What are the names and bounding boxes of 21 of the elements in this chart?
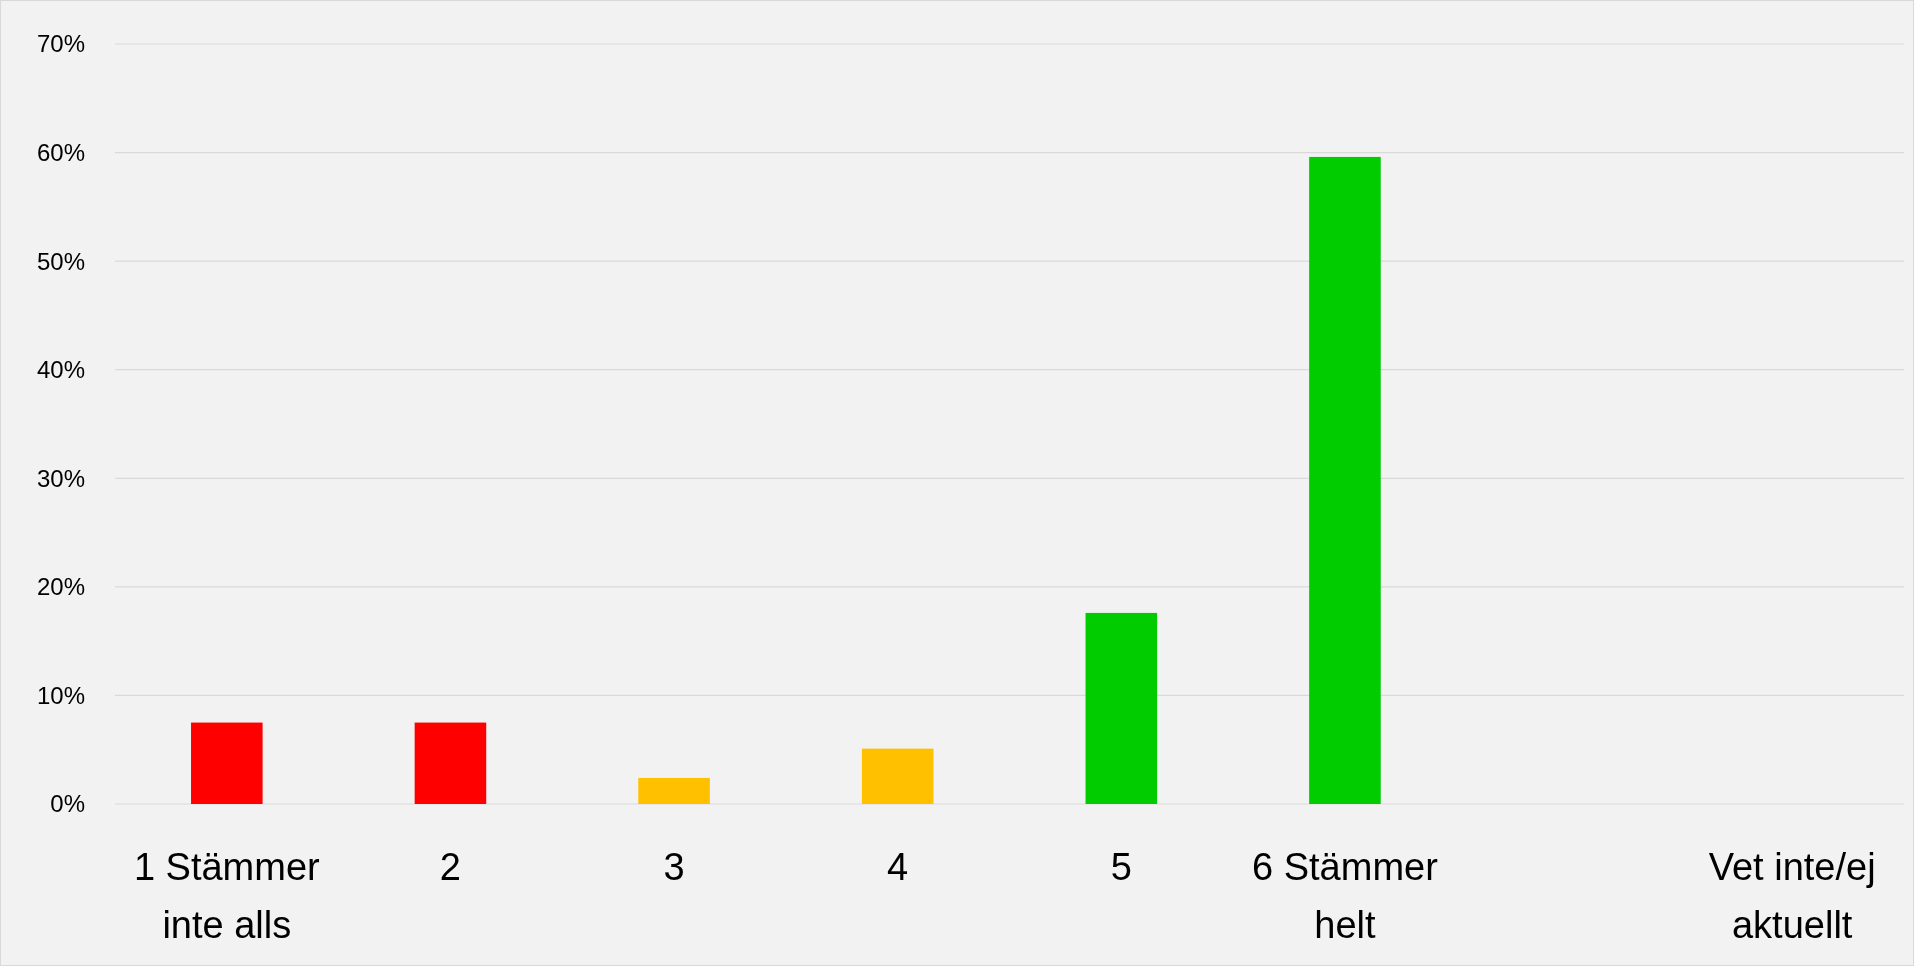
- y-tick-label: 20%: [36, 573, 85, 601]
- bar: [414, 722, 487, 804]
- x-tick-label: 6 Stämmer helt: [1252, 846, 1439, 946]
- y-tick-label: 70%: [36, 30, 85, 58]
- bar: [1085, 612, 1158, 804]
- bar: [191, 722, 263, 804]
- x-tick-label: 5: [1110, 846, 1132, 888]
- bar: [1309, 156, 1381, 804]
- y-tick-label: 50%: [36, 247, 85, 275]
- bar: [861, 748, 934, 804]
- y-tick-label: 10%: [36, 681, 85, 709]
- y-tick-label: 40%: [36, 356, 85, 384]
- y-tick-label: 60%: [36, 138, 85, 166]
- y-tick-label: 30%: [36, 464, 85, 492]
- x-tick-label: Vet inte/ej aktuellt: [1708, 846, 1876, 946]
- x-tick-label: 3: [663, 846, 685, 888]
- x-tick-label: 4: [887, 846, 909, 888]
- x-tick-label: 1 Stämmer inte alls: [133, 846, 321, 946]
- y-tick-label: 0%: [50, 790, 85, 818]
- x-tick-label: 2: [439, 846, 462, 888]
- bar: [638, 777, 710, 804]
